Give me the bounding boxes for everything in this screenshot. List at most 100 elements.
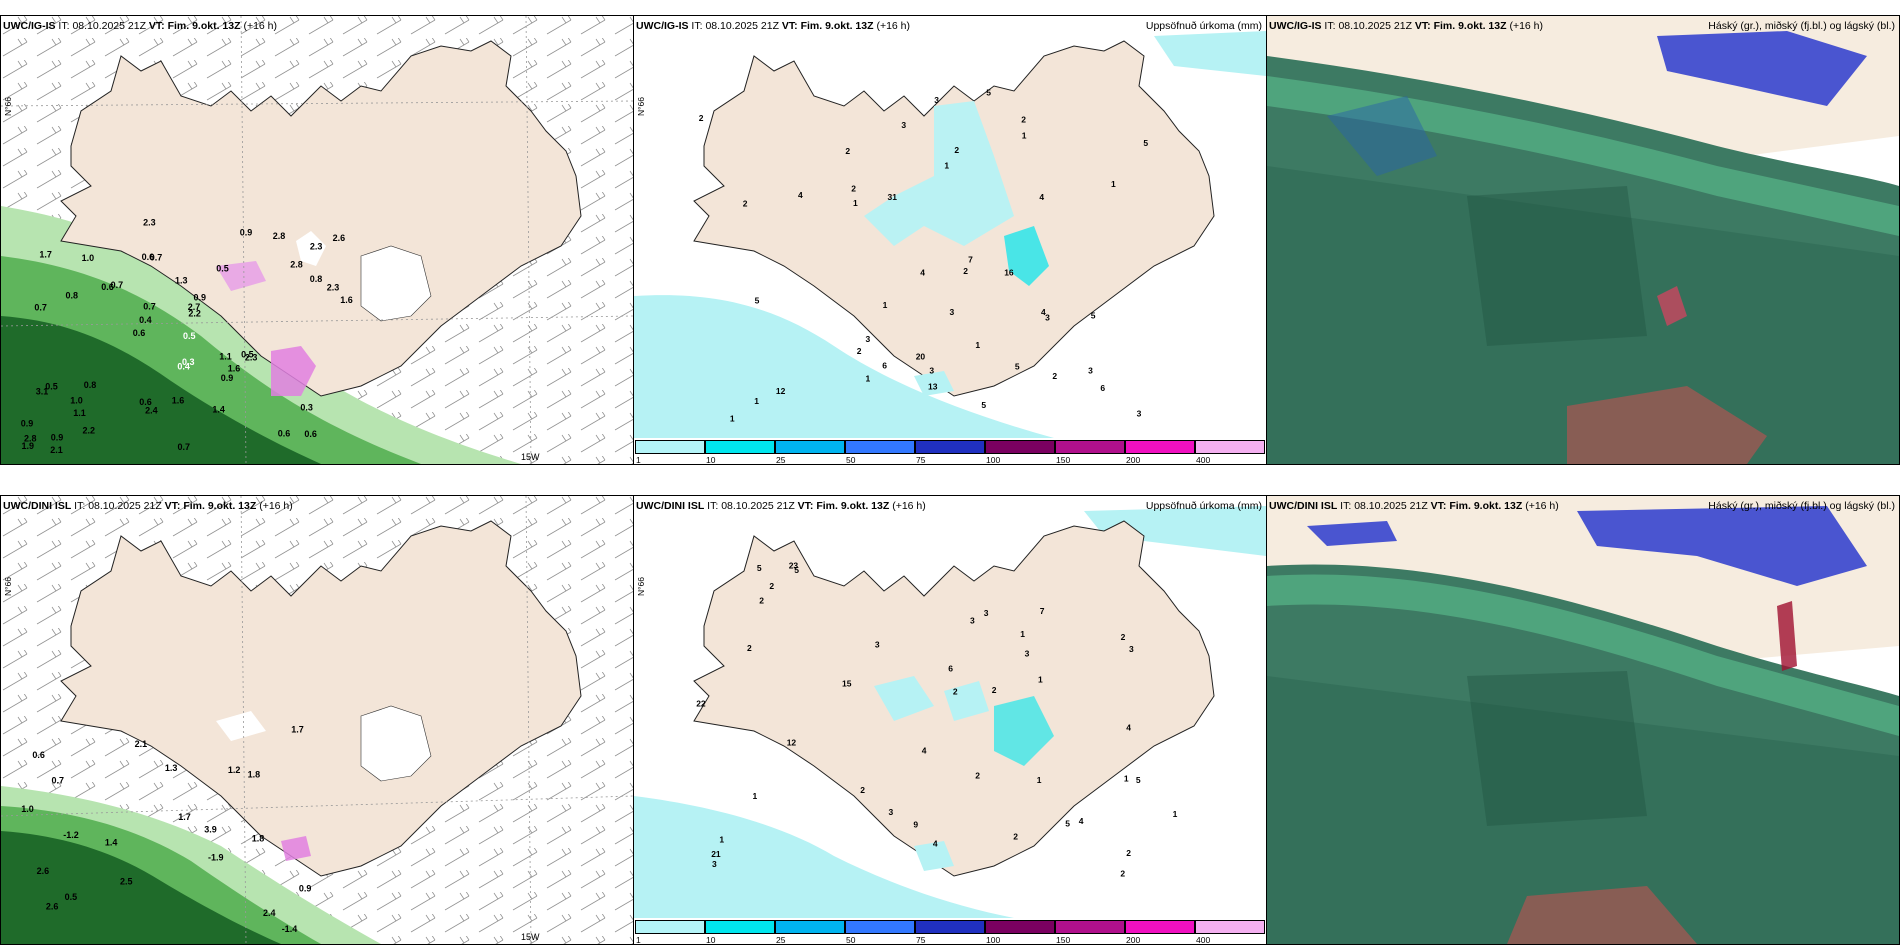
- valid-value: Fim. 9.okt. 13Z: [1433, 20, 1507, 32]
- map-value-label: 1: [1037, 775, 1042, 785]
- top-cloud-header: UWC/IG-IS IT: 08.10.2025 21Z VT: Fim. 9.…: [1269, 20, 1543, 32]
- map-value-label: 3: [950, 307, 955, 317]
- map-value-label: 0.5: [216, 263, 229, 273]
- model-label: UWC/IG-IS: [3, 20, 56, 32]
- map-value-label: 1: [975, 340, 980, 350]
- colorbar-swatch: [845, 440, 915, 454]
- map-value-label: 0.6: [133, 328, 146, 338]
- map-value-label: 0.5: [45, 382, 58, 392]
- colorbar-swatch: [985, 920, 1055, 934]
- map-value-label: 2: [699, 113, 704, 123]
- colorbar-swatch: [635, 440, 705, 454]
- map-value-label: 2.3: [143, 218, 156, 228]
- valid-label: VT:: [1414, 20, 1431, 32]
- map-value-label: 5: [1015, 362, 1020, 372]
- map-value-label: 16: [1004, 267, 1014, 277]
- map-value-label: 3: [1025, 648, 1030, 658]
- lead-time: (+16 h): [1509, 20, 1544, 32]
- lat-label: N°66: [636, 97, 646, 116]
- colorbar-tick: 25: [776, 935, 786, 945]
- map-value-label: 1.3: [165, 763, 178, 773]
- map-value-label: 3: [712, 859, 717, 869]
- colorbar-tick: 100: [986, 455, 1001, 465]
- precip-title: Uppsöfnuð úrkoma (mm): [1145, 20, 1262, 32]
- lead-time: (+16 h): [243, 20, 278, 32]
- map-value-label: 1.7: [39, 250, 52, 260]
- iceland-land: [60, 40, 582, 397]
- colorbar-swatch: [915, 920, 985, 934]
- valid-label: VT:: [797, 500, 814, 512]
- map-value-label: 0.7: [52, 775, 65, 785]
- map-value-label: 0.7: [143, 301, 156, 311]
- map-value-label: 3: [984, 608, 989, 618]
- temp-values: 0.60.72.30.60.50.90.61.30.50.70.91.10.70…: [21, 218, 353, 455]
- map-value-label: 2: [743, 199, 748, 209]
- map-value-label: 0.3: [182, 357, 195, 367]
- map-value-label: 2: [845, 146, 850, 156]
- map-value-label: 1.0: [21, 804, 34, 814]
- map-value-label: 2: [1021, 115, 1026, 125]
- colorbar-tick: 150: [1056, 455, 1071, 465]
- map-value-label: 2: [857, 346, 862, 356]
- map-value-label: 3: [866, 334, 871, 344]
- bottom-temp-header: UWC/DINI ISL IT: 08.10.2025 21Z VT: Fim.…: [3, 500, 293, 512]
- map-value-label: 3.9: [204, 824, 217, 834]
- map-value-label: 0.6: [139, 397, 152, 407]
- colorbar-tick: 50: [846, 455, 856, 465]
- cloud-map: [1267, 496, 1899, 944]
- valid-value: Fim. 9.okt. 13Z: [1449, 500, 1523, 512]
- top-temp-panel: 0.6 0.7 2.3 0.6 0.5 0.9 0.6 1.3 0.5 0.7 0.9 1.1 0.7 0…: [0, 15, 634, 465]
- colorbar-swatch: [705, 440, 775, 454]
- map-value-label: 2: [992, 685, 997, 695]
- map-value-label: 0.9: [240, 228, 253, 238]
- map-value-label: 1: [1038, 674, 1043, 684]
- map-value-label: 13: [928, 381, 938, 391]
- map-value-label: 2: [975, 771, 980, 781]
- colorbar-swatch: [1125, 440, 1195, 454]
- map-value-label: 2: [963, 266, 968, 276]
- run-value: 08.10.2025 21Z: [88, 500, 162, 512]
- model-label: UWC/DINI ISL: [1269, 500, 1338, 512]
- map-value-label: 2: [953, 687, 958, 697]
- map-value-label: 1: [1111, 179, 1116, 189]
- map-value-label: 1: [754, 396, 759, 406]
- model-label: UWC/DINI ISL: [3, 500, 72, 512]
- map-value-label: 22: [696, 699, 706, 709]
- map-value-label: 5: [981, 400, 986, 410]
- map-value-label: 1: [1124, 774, 1129, 784]
- lat-label: N°66: [3, 97, 13, 116]
- map-value-label: 0.7: [150, 253, 163, 263]
- model-label: UWC/DINI ISL: [636, 500, 705, 512]
- map-value-label: 0.5: [241, 350, 254, 360]
- map-value-label: 0.7: [178, 442, 191, 452]
- colorbar-swatch: [1195, 440, 1265, 454]
- map-value-label: 23: [789, 561, 799, 571]
- map-value-label: 1: [866, 374, 871, 384]
- map-value-label: 2.6: [37, 866, 50, 876]
- map-value-label: 4: [1079, 816, 1084, 826]
- map-value-label: 2: [1120, 869, 1125, 879]
- map-value-label: 1.1: [73, 408, 86, 418]
- valid-label: VT:: [1430, 500, 1447, 512]
- model-label: UWC/IG-IS: [636, 20, 689, 32]
- map-value-label: 2.1: [50, 445, 63, 455]
- map-value-label: 2: [954, 145, 959, 155]
- run-value: 08.10.2025 21Z: [1354, 500, 1428, 512]
- map-value-label: 0.7: [34, 303, 47, 313]
- map-value-label: 5: [1136, 775, 1141, 785]
- map-value-label: 3.1: [36, 386, 49, 396]
- colorbar-tick: 200: [1126, 935, 1141, 945]
- map-value-label: 0.6: [101, 282, 114, 292]
- colorbar-swatch: [775, 440, 845, 454]
- map-value-label: 5: [794, 565, 799, 575]
- map-value-label: 4: [1126, 723, 1131, 733]
- model-label: UWC/IG-IS: [1269, 20, 1322, 32]
- lon-label: 15W: [521, 452, 540, 462]
- bottom-precip-header: UWC/DINI ISL IT: 08.10.2025 21Z VT: Fim.…: [636, 500, 926, 512]
- valid-value: Fim. 9.okt. 13Z: [800, 20, 874, 32]
- colorbar-swatch: [1125, 920, 1195, 934]
- run-value: 08.10.2025 21Z: [721, 500, 795, 512]
- colorbar-tick: 100: [986, 935, 1001, 945]
- map-value-label: 5: [1091, 311, 1096, 321]
